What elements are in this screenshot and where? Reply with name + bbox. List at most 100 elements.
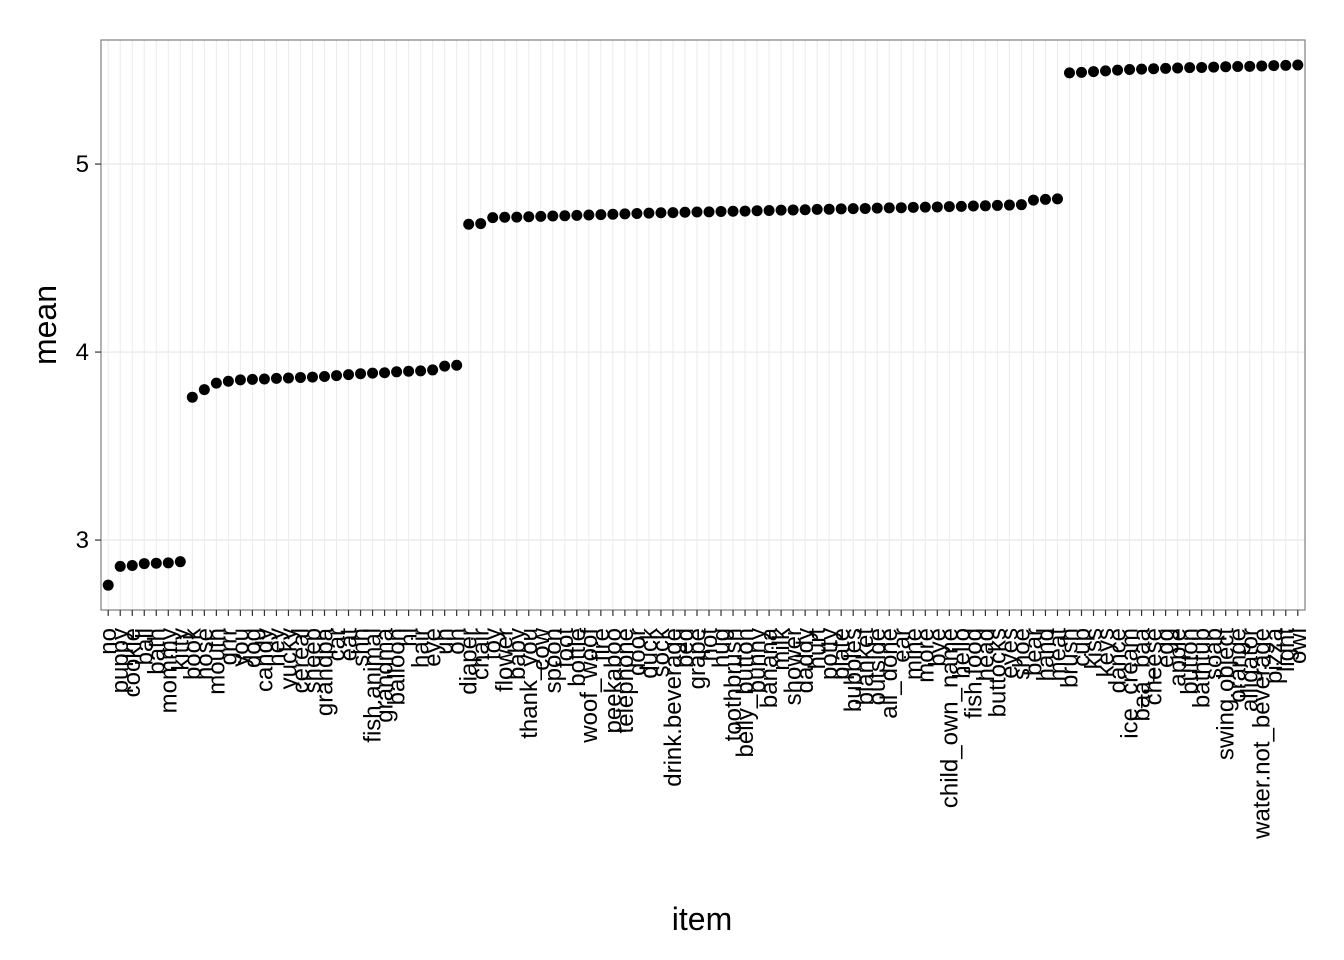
x-tick-label: bottle bbox=[564, 628, 591, 687]
x-tick-label: ice_cream bbox=[1117, 628, 1144, 739]
x-tick-label: eye bbox=[420, 628, 447, 667]
point bbox=[811, 203, 823, 215]
x-tick-label: baby bbox=[504, 628, 531, 680]
point bbox=[631, 208, 643, 220]
point bbox=[775, 204, 787, 216]
x-tick-label: you bbox=[227, 628, 254, 667]
point bbox=[246, 373, 258, 385]
x-tick-label: bubbles bbox=[840, 628, 867, 712]
x-tick-label: grrr bbox=[215, 628, 242, 665]
point bbox=[1172, 62, 1184, 74]
point bbox=[931, 201, 943, 213]
x-tick-label: peekaboo bbox=[600, 628, 627, 733]
x-tick-label: cheese bbox=[1141, 628, 1168, 705]
x-tick-label: cereal bbox=[287, 628, 314, 693]
x-tick-label: fire bbox=[588, 628, 615, 661]
point bbox=[967, 200, 979, 212]
x-tick-label: book bbox=[179, 627, 206, 680]
x-tick-label: thank_you bbox=[516, 628, 543, 739]
point bbox=[1292, 59, 1304, 71]
y-tick-label: 4 bbox=[76, 339, 89, 366]
point bbox=[835, 203, 847, 215]
point bbox=[1027, 194, 1039, 206]
point bbox=[1280, 59, 1292, 71]
x-tick-label: fish.animal bbox=[360, 628, 387, 743]
panel bbox=[101, 40, 1305, 610]
point bbox=[1112, 64, 1124, 76]
x-tick-label: dog bbox=[239, 628, 266, 668]
x-tick-label: belly_button bbox=[732, 628, 759, 757]
x-tick-label: eyes bbox=[996, 628, 1023, 679]
point bbox=[499, 211, 511, 223]
point bbox=[679, 206, 691, 218]
point bbox=[943, 201, 955, 213]
x-tick-label: soap bbox=[1201, 628, 1228, 680]
point bbox=[1184, 62, 1196, 74]
x-tick-label: pizza bbox=[1261, 627, 1288, 684]
x-tick-label: uh bbox=[432, 628, 459, 655]
x-tick-label: grandpa bbox=[311, 627, 338, 716]
point bbox=[1100, 65, 1112, 77]
x-tick-label: milk bbox=[768, 627, 795, 671]
x-tick-label: sheep bbox=[299, 628, 326, 693]
x-tick-label: bath bbox=[143, 628, 170, 675]
x-tick-label: cookie bbox=[119, 628, 146, 697]
x-tick-label: hurt bbox=[804, 628, 831, 670]
point bbox=[174, 556, 186, 568]
x-tick-label: daddy bbox=[792, 628, 819, 693]
x-tick-label: potty bbox=[816, 628, 843, 680]
point bbox=[607, 208, 619, 220]
point bbox=[571, 209, 583, 221]
grid bbox=[101, 40, 1305, 610]
x-tick-label: blanket bbox=[852, 628, 879, 706]
x-tick-label: ball bbox=[131, 628, 158, 665]
x-tick-label: shower bbox=[780, 628, 807, 705]
point bbox=[763, 205, 775, 217]
x-tick-label: egg bbox=[1153, 628, 1180, 668]
point bbox=[282, 372, 294, 384]
point bbox=[1220, 61, 1232, 73]
x-tick-label: outside bbox=[864, 628, 891, 705]
x-tick-label: kitty bbox=[167, 628, 194, 671]
point bbox=[318, 371, 330, 383]
x-tick-label: hi bbox=[396, 628, 423, 647]
point bbox=[595, 209, 607, 221]
point bbox=[1039, 193, 1051, 205]
x-tick-label: keys bbox=[1093, 628, 1120, 677]
point bbox=[511, 211, 523, 223]
x-tick-label: hot bbox=[696, 628, 723, 662]
point bbox=[859, 202, 871, 214]
point bbox=[1232, 61, 1244, 73]
x-tick-label: toothbrush bbox=[720, 628, 747, 741]
x-tick-label: grandma bbox=[372, 627, 399, 722]
x-tick-label: apple bbox=[1165, 628, 1192, 687]
point bbox=[403, 365, 415, 377]
x-tick-label: banana bbox=[756, 627, 783, 708]
x-tick-label: light bbox=[1273, 628, 1300, 672]
point bbox=[1088, 66, 1100, 78]
point bbox=[1003, 199, 1015, 211]
x-tick-label: door bbox=[624, 628, 651, 676]
x-tick-label: puppy bbox=[107, 628, 134, 693]
point bbox=[643, 207, 655, 219]
y-tick-label: 3 bbox=[76, 527, 89, 554]
x-tick-label: bed bbox=[672, 628, 699, 668]
x-tick-label: woof_woof bbox=[576, 628, 603, 744]
point bbox=[691, 206, 703, 218]
x-tick-label: buttocks bbox=[984, 628, 1011, 717]
point bbox=[1256, 60, 1268, 72]
x-tick-label: no bbox=[95, 628, 122, 655]
x-tick-label: brush bbox=[1056, 628, 1083, 688]
point bbox=[715, 205, 727, 217]
point bbox=[1124, 64, 1136, 76]
x-tick-label: nose bbox=[191, 628, 218, 680]
x-tick-label: child_own_name bbox=[936, 628, 963, 808]
x-tick-label: all_done bbox=[876, 628, 903, 719]
x-tick-label: water.not_beverage bbox=[1249, 628, 1276, 840]
x-tick-label: oh bbox=[444, 628, 471, 655]
marks bbox=[102, 59, 1304, 591]
x-tick-label: meat bbox=[1044, 628, 1071, 682]
point bbox=[883, 202, 895, 214]
x-tick-label: spoon bbox=[540, 628, 567, 693]
